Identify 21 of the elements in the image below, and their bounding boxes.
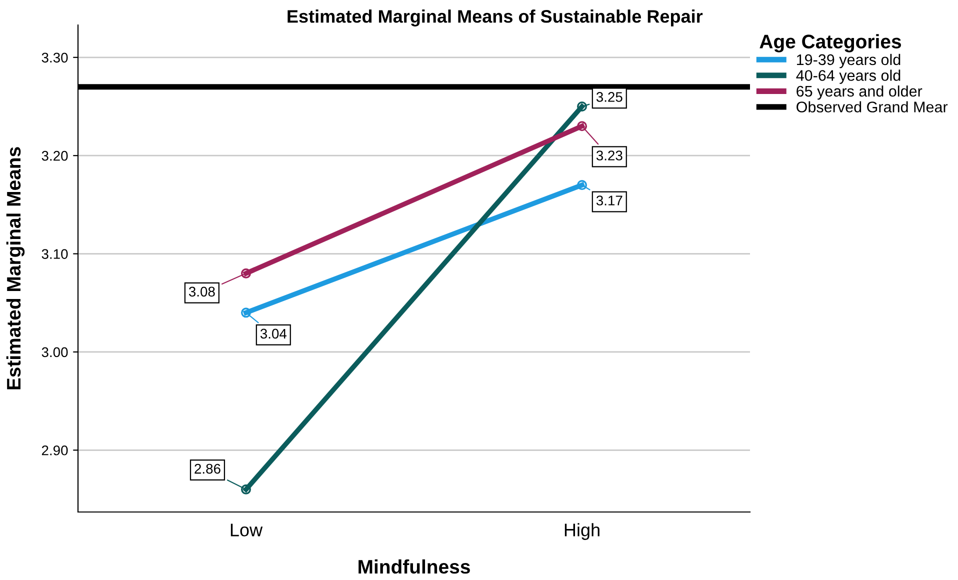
x-tick-label: Low bbox=[230, 524, 263, 536]
y-tick-label: 3.10 bbox=[42, 249, 68, 259]
data-label: 3.17 bbox=[596, 196, 622, 206]
legend-label: 19-39 years old bbox=[797, 54, 900, 68]
data-label: 2.86 bbox=[194, 464, 220, 474]
y-tick-label: 2.90 bbox=[42, 445, 68, 456]
legend-label: Observed Grand Mear bbox=[796, 101, 948, 112]
data-label: 3.23 bbox=[596, 150, 622, 160]
y-tick-label: 3.00 bbox=[42, 347, 68, 358]
x-axis-title: Mindfulness bbox=[358, 559, 470, 574]
x-tick-label: High bbox=[564, 523, 600, 540]
legend-title: Age Categories bbox=[760, 34, 902, 52]
data-label: 3.04 bbox=[260, 328, 287, 339]
data-label: 3.08 bbox=[188, 286, 215, 297]
data-label: 3.25 bbox=[596, 92, 622, 102]
chart-title: Estimated Marginal Means of Sustainable Repair bbox=[288, 10, 703, 26]
y-tick-label: 3.30 bbox=[42, 52, 68, 63]
y-axis-title: Estimated Marginal Means bbox=[6, 147, 25, 390]
legend-label: 40-64 years old bbox=[796, 70, 900, 84]
legend-label: 65 years and older bbox=[796, 85, 922, 100]
y-tick-label: 3.20 bbox=[42, 150, 68, 161]
